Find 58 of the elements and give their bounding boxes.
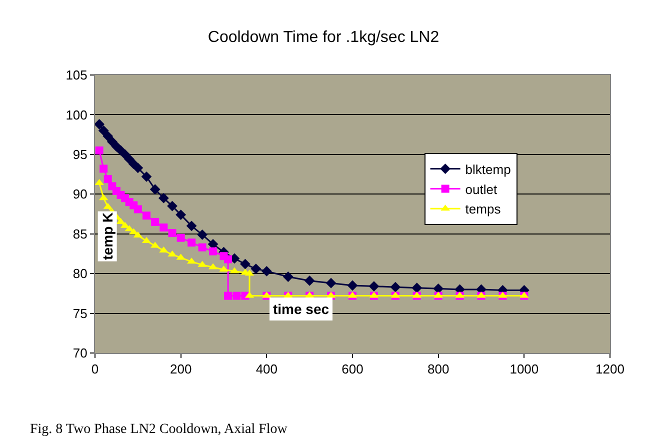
chart-title: Cooldown Time for .1kg/sec LN2 — [208, 28, 440, 46]
point — [390, 282, 401, 292]
y-tick-label: 70 — [72, 346, 88, 361]
x-tick-label: 1000 — [510, 362, 539, 377]
y-tick-label: 90 — [72, 186, 88, 202]
point — [188, 238, 196, 247]
y-axis-title: temp K — [99, 212, 116, 260]
point — [326, 278, 336, 288]
point — [304, 276, 315, 286]
point — [134, 205, 142, 214]
legend-label: outlet — [465, 182, 498, 197]
point — [132, 162, 144, 174]
point — [240, 258, 250, 270]
point — [261, 266, 272, 276]
point — [141, 171, 152, 182]
point — [94, 119, 104, 130]
point — [176, 210, 186, 220]
point — [142, 212, 150, 220]
caption: Fig. 8 Two Phase LN2 Cooldown, Axial Flow — [30, 422, 288, 437]
point — [209, 247, 218, 256]
point — [102, 130, 114, 142]
x-tick-label: 400 — [256, 362, 278, 377]
point — [412, 282, 422, 294]
y-tick-label: 105 — [66, 68, 88, 83]
y-tick-label: 95 — [72, 146, 88, 162]
y-tick-label: 75 — [72, 306, 88, 321]
point — [150, 184, 160, 195]
point — [167, 200, 178, 212]
point — [198, 243, 206, 252]
point — [98, 125, 109, 136]
x-tick-label: 800 — [427, 362, 450, 377]
point — [95, 146, 104, 154]
x-tick-label: 0 — [91, 362, 99, 377]
y-tick-label: 80 — [72, 266, 88, 282]
legend-label: temps — [465, 202, 502, 217]
x-tick-label: 200 — [170, 362, 192, 377]
point — [347, 280, 358, 291]
point — [250, 264, 262, 274]
point — [197, 229, 208, 240]
y-tick-label: 100 — [66, 107, 88, 122]
legend-label: blktemp — [465, 162, 511, 177]
point — [282, 272, 294, 282]
x-tick-label: 600 — [342, 362, 364, 377]
point — [151, 218, 160, 226]
point — [232, 292, 241, 300]
point — [224, 255, 232, 264]
point — [158, 192, 169, 204]
point — [368, 281, 380, 292]
point — [168, 229, 176, 238]
point — [100, 164, 108, 173]
point — [160, 224, 168, 232]
x-tick-label: 1200 — [596, 362, 624, 377]
y-tick-label: 85 — [72, 226, 88, 242]
x-axis-title: time sec — [273, 301, 330, 317]
point — [104, 175, 112, 184]
point — [224, 292, 232, 300]
point — [186, 220, 197, 232]
point — [176, 234, 185, 242]
